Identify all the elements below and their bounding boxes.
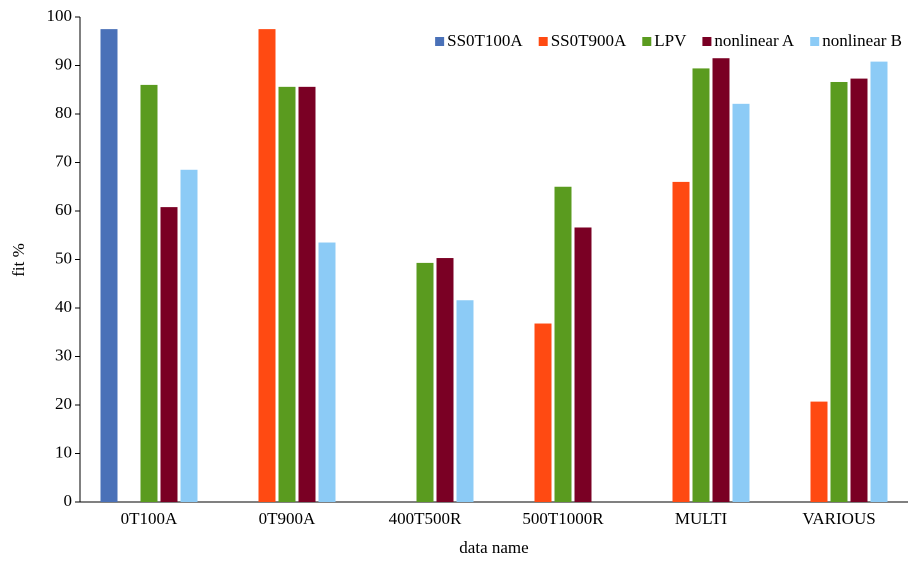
legend-swatch bbox=[810, 37, 820, 46]
bar bbox=[732, 103, 750, 502]
y-tick-label: 60 bbox=[55, 200, 72, 219]
y-tick-label: 90 bbox=[55, 54, 72, 73]
legend-label: LPV bbox=[654, 31, 687, 50]
bar bbox=[712, 58, 730, 502]
y-tick-label: 40 bbox=[55, 297, 72, 316]
y-tick-label: 50 bbox=[55, 248, 72, 267]
legend-swatch bbox=[702, 37, 712, 46]
bar bbox=[278, 86, 296, 502]
legend-swatch bbox=[435, 37, 445, 46]
x-axis-label: data name bbox=[459, 538, 528, 557]
x-tick-label: 0T100A bbox=[121, 509, 178, 528]
y-tick-label: 30 bbox=[55, 345, 72, 364]
bar bbox=[810, 401, 828, 502]
legend-label: nonlinear A bbox=[714, 31, 795, 50]
y-tick-label: 80 bbox=[55, 103, 72, 122]
bar bbox=[456, 300, 474, 502]
y-tick-label: 100 bbox=[47, 6, 73, 25]
bar bbox=[574, 227, 592, 503]
bar bbox=[100, 29, 118, 502]
y-tick-label: 0 bbox=[64, 491, 73, 510]
y-tick-label: 20 bbox=[55, 394, 72, 413]
legend-label: SS0T900A bbox=[551, 31, 627, 50]
bar bbox=[554, 186, 572, 502]
x-tick-label: MULTI bbox=[675, 509, 728, 528]
bar bbox=[850, 78, 868, 502]
bar bbox=[416, 262, 434, 502]
x-tick-label: 0T900A bbox=[259, 509, 316, 528]
bar bbox=[298, 86, 316, 502]
y-tick-label: 10 bbox=[55, 442, 72, 461]
y-tick-label: 70 bbox=[55, 151, 72, 170]
x-tick-label: 400T500R bbox=[389, 509, 462, 528]
legend-swatch bbox=[538, 37, 548, 46]
y-axis-label: fit % bbox=[9, 243, 28, 277]
bar bbox=[160, 207, 178, 502]
bar bbox=[870, 61, 888, 503]
bar bbox=[692, 68, 710, 502]
bar bbox=[436, 258, 454, 502]
bar bbox=[140, 84, 158, 503]
legend-label: nonlinear B bbox=[822, 31, 902, 50]
x-tick-label: VARIOUS bbox=[802, 509, 875, 528]
bar bbox=[318, 242, 336, 502]
x-tick-label: 500T1000R bbox=[522, 509, 604, 528]
bar bbox=[534, 323, 552, 502]
bar bbox=[672, 181, 690, 502]
bar bbox=[830, 81, 848, 503]
legend-swatch bbox=[642, 37, 652, 46]
bar bbox=[180, 169, 198, 502]
bar bbox=[258, 29, 276, 502]
legend-label: SS0T100A bbox=[447, 31, 523, 50]
